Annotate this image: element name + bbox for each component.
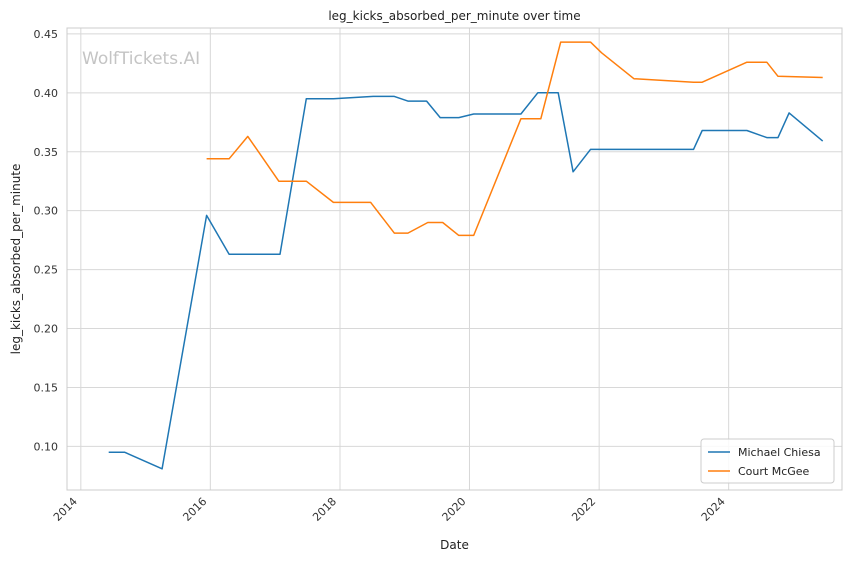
legend-label-court-mcgee: Court McGee <box>738 465 810 478</box>
x-tick-label: 2018 <box>310 495 339 524</box>
y-tick-labels: 0.10 0.15 0.20 0.25 0.30 0.35 0.40 0.45 <box>34 28 59 453</box>
y-tick-label: 0.25 <box>34 264 59 277</box>
x-tick-labels: 2014 2016 2018 2020 2022 2024 <box>51 495 728 524</box>
series-lines <box>108 41 824 470</box>
series-line-court-mcgee <box>206 41 823 237</box>
series-line-michael-chiesa <box>108 92 824 470</box>
y-tick-label: 0.40 <box>34 87 59 100</box>
legend: Michael Chiesa Court McGee <box>700 438 835 484</box>
chart-title: leg_kicks_absorbed_per_minute over time <box>328 9 580 23</box>
y-tick-label: 0.10 <box>34 440 59 453</box>
plot-frame <box>66 27 843 491</box>
x-tick-label: 2016 <box>180 495 209 524</box>
y-tick-label: 0.30 <box>34 205 59 218</box>
watermark-text: WolfTickets.AI <box>82 49 200 69</box>
grid-lines <box>67 28 842 490</box>
x-axis-title: Date <box>440 538 469 552</box>
legend-box <box>700 438 835 484</box>
x-tick-label: 2020 <box>440 495 469 524</box>
x-tick-label: 2024 <box>699 495 728 524</box>
y-axis-title: leg_kicks_absorbed_per_minute <box>9 164 23 355</box>
y-tick-label: 0.45 <box>34 28 59 41</box>
x-tick-label: 2014 <box>51 495 80 524</box>
y-tick-label: 0.35 <box>34 146 59 159</box>
watermark-layer: WolfTickets.AI <box>82 49 200 69</box>
y-tick-label: 0.15 <box>34 381 59 394</box>
legend-label-michael-chiesa: Michael Chiesa <box>738 446 821 459</box>
y-tick-label: 0.20 <box>34 323 59 336</box>
x-tick-label: 2022 <box>569 495 598 524</box>
